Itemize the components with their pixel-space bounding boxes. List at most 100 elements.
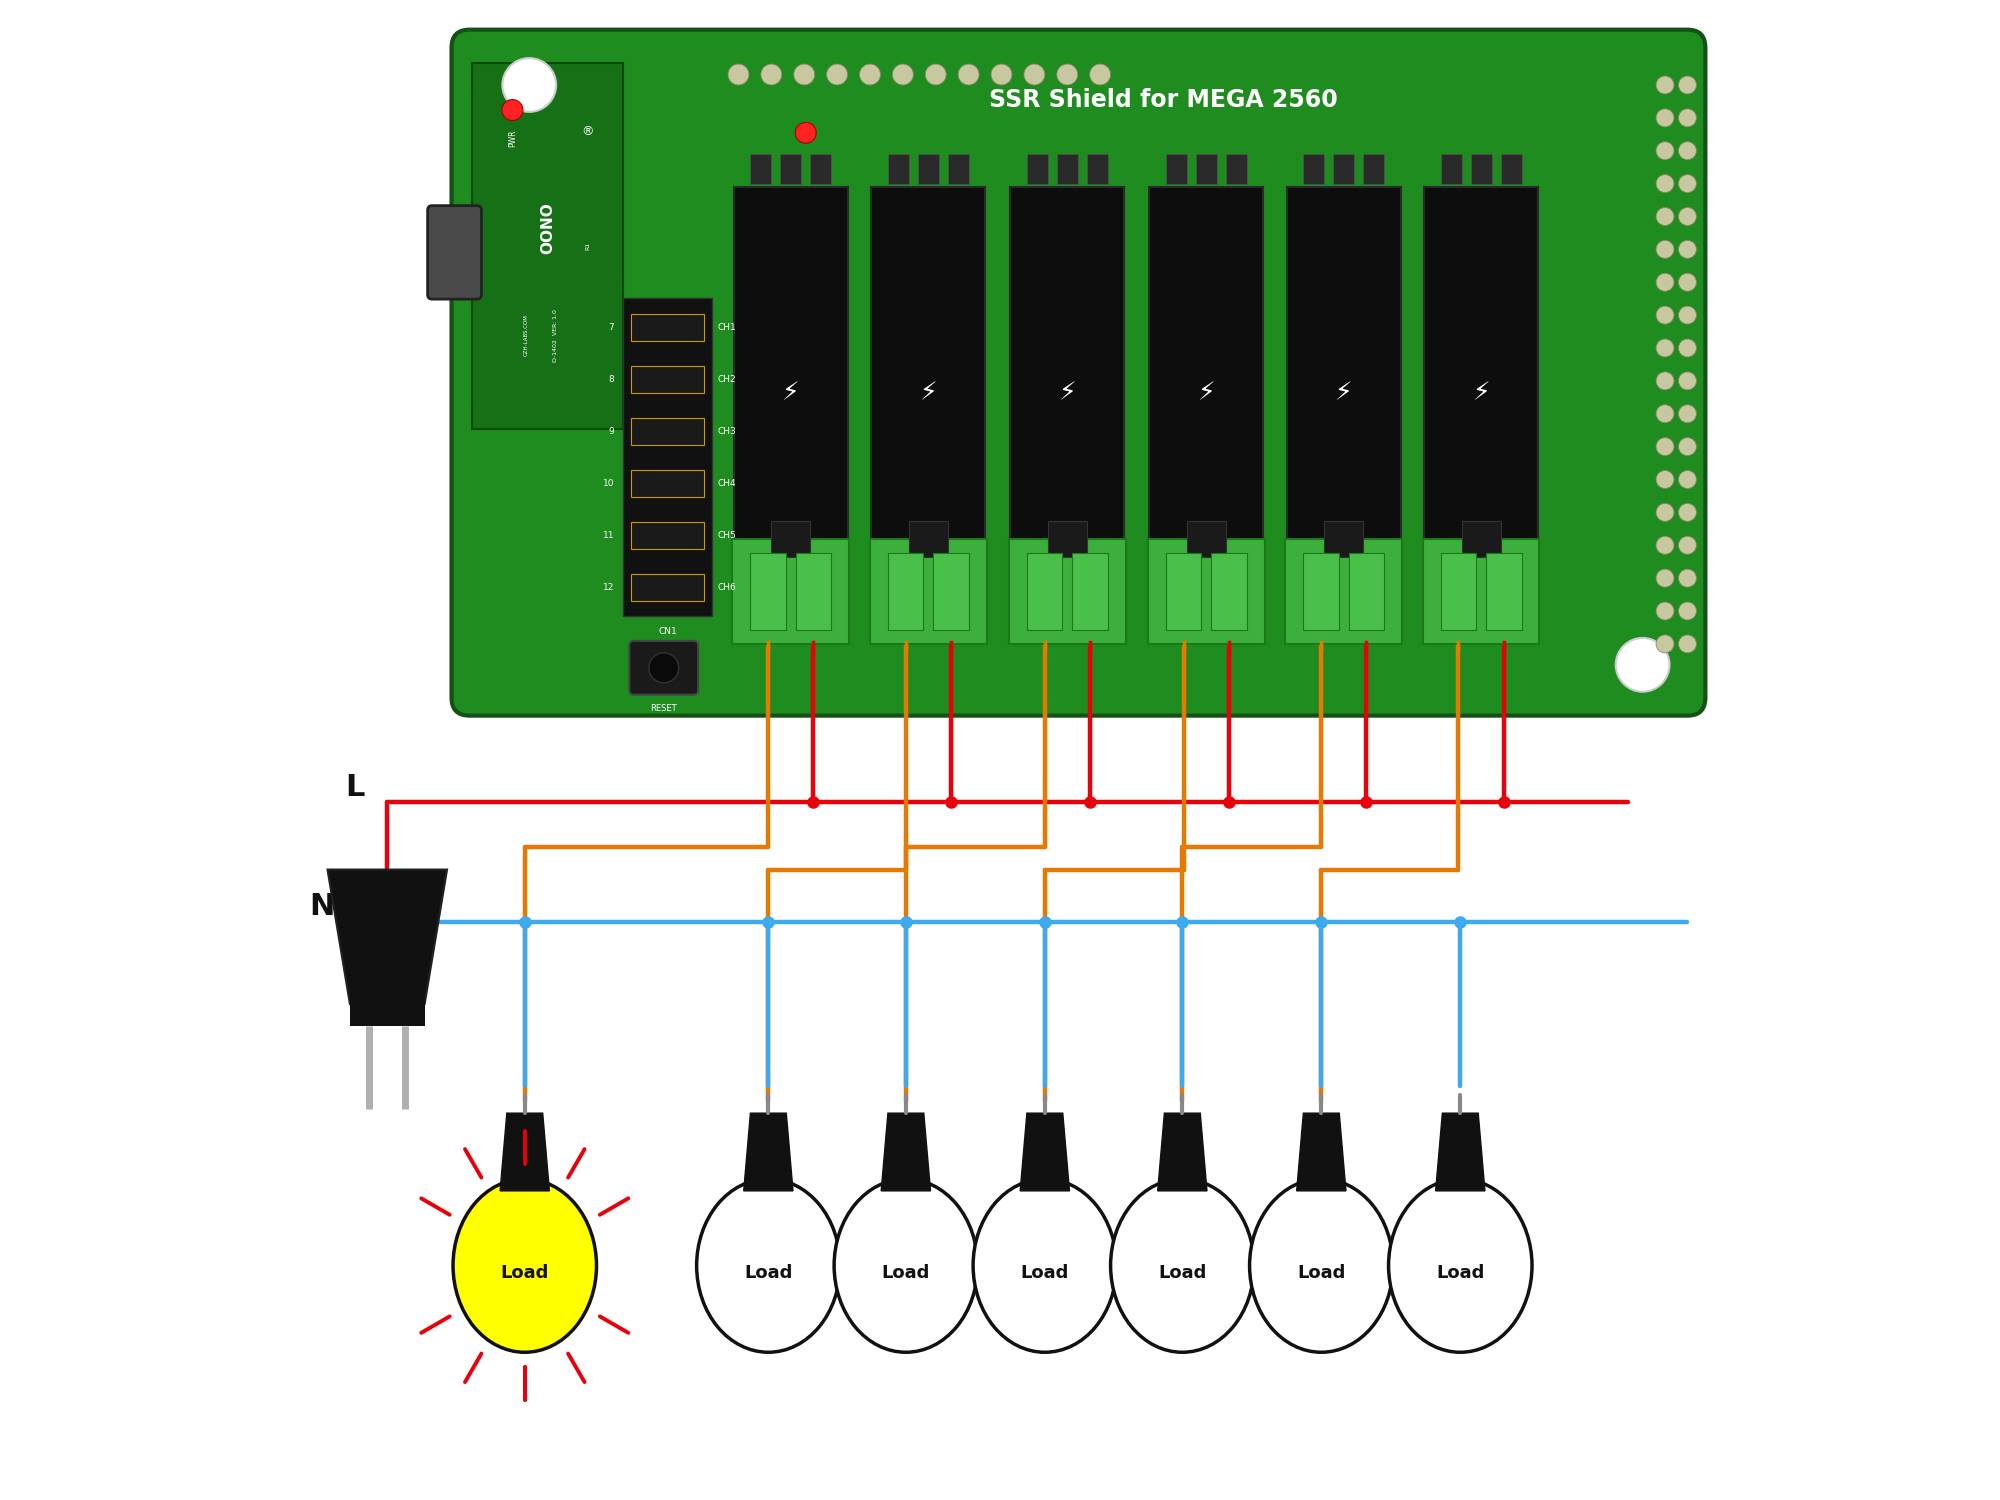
FancyBboxPatch shape xyxy=(734,186,848,544)
FancyBboxPatch shape xyxy=(880,372,904,501)
Circle shape xyxy=(1678,273,1696,291)
FancyBboxPatch shape xyxy=(1296,372,1320,501)
FancyBboxPatch shape xyxy=(1304,153,1324,183)
Circle shape xyxy=(1656,372,1674,390)
Circle shape xyxy=(1656,142,1674,159)
Text: Load: Load xyxy=(1158,1264,1206,1282)
Circle shape xyxy=(1656,634,1674,652)
Text: ⚡: ⚡ xyxy=(1334,381,1352,405)
Text: ⚡: ⚡ xyxy=(1058,381,1076,405)
FancyBboxPatch shape xyxy=(1212,554,1246,630)
Text: CH5: CH5 xyxy=(718,531,736,540)
Circle shape xyxy=(992,64,1012,86)
Circle shape xyxy=(1656,306,1674,324)
Polygon shape xyxy=(882,1113,930,1191)
Circle shape xyxy=(1678,142,1696,159)
FancyBboxPatch shape xyxy=(1092,372,1116,501)
Circle shape xyxy=(1678,372,1696,390)
FancyBboxPatch shape xyxy=(810,153,832,183)
Circle shape xyxy=(1616,638,1670,692)
Text: CZH-LABS.COM: CZH-LABS.COM xyxy=(524,315,530,356)
FancyBboxPatch shape xyxy=(452,30,1706,715)
Circle shape xyxy=(1678,471,1696,489)
FancyBboxPatch shape xyxy=(732,540,850,644)
Text: 12: 12 xyxy=(604,582,614,591)
FancyBboxPatch shape xyxy=(814,372,838,501)
FancyBboxPatch shape xyxy=(1166,153,1186,183)
FancyBboxPatch shape xyxy=(1020,372,1044,501)
Circle shape xyxy=(1656,273,1674,291)
FancyBboxPatch shape xyxy=(780,153,802,183)
Text: Load: Load xyxy=(500,1264,548,1282)
FancyBboxPatch shape xyxy=(350,996,424,1026)
FancyBboxPatch shape xyxy=(888,554,924,630)
FancyBboxPatch shape xyxy=(934,554,968,630)
FancyBboxPatch shape xyxy=(630,366,704,393)
Text: 8: 8 xyxy=(608,375,614,384)
Text: ⚡: ⚡ xyxy=(920,381,938,405)
FancyBboxPatch shape xyxy=(630,640,698,694)
Text: CH1: CH1 xyxy=(718,322,736,332)
Text: L: L xyxy=(346,772,364,802)
Polygon shape xyxy=(744,1113,794,1191)
Circle shape xyxy=(1024,64,1044,86)
Text: R1: R1 xyxy=(586,242,590,250)
Circle shape xyxy=(1678,602,1696,619)
Ellipse shape xyxy=(1388,1179,1532,1353)
Text: CH2: CH2 xyxy=(718,375,736,384)
Text: RESET: RESET xyxy=(650,704,678,712)
FancyBboxPatch shape xyxy=(1056,153,1078,183)
Circle shape xyxy=(1678,634,1696,652)
FancyBboxPatch shape xyxy=(948,153,968,183)
Text: CH4: CH4 xyxy=(718,478,736,488)
Circle shape xyxy=(1656,76,1674,94)
Text: PWR: PWR xyxy=(508,130,516,147)
FancyBboxPatch shape xyxy=(630,470,704,496)
FancyBboxPatch shape xyxy=(1148,540,1264,644)
Circle shape xyxy=(1678,174,1696,192)
Polygon shape xyxy=(1296,1113,1346,1191)
Circle shape xyxy=(1678,568,1696,586)
Circle shape xyxy=(1090,64,1110,86)
FancyBboxPatch shape xyxy=(1026,153,1048,183)
FancyBboxPatch shape xyxy=(1010,186,1124,544)
Polygon shape xyxy=(500,1113,550,1191)
FancyBboxPatch shape xyxy=(1196,153,1216,183)
Text: Load: Load xyxy=(1298,1264,1346,1282)
FancyBboxPatch shape xyxy=(472,63,624,429)
Ellipse shape xyxy=(974,1179,1116,1353)
FancyBboxPatch shape xyxy=(1500,153,1522,183)
Circle shape xyxy=(1656,240,1674,258)
FancyBboxPatch shape xyxy=(1286,540,1402,644)
Text: Load: Load xyxy=(1436,1264,1484,1282)
Circle shape xyxy=(1678,207,1696,225)
Text: CH6: CH6 xyxy=(718,582,736,591)
Circle shape xyxy=(1656,405,1674,423)
Circle shape xyxy=(760,64,782,86)
Circle shape xyxy=(826,64,848,86)
Circle shape xyxy=(1656,471,1674,489)
FancyBboxPatch shape xyxy=(952,372,976,501)
FancyBboxPatch shape xyxy=(1364,153,1384,183)
FancyBboxPatch shape xyxy=(1304,554,1338,630)
Ellipse shape xyxy=(834,1179,978,1353)
Ellipse shape xyxy=(1250,1179,1394,1353)
Text: Load: Load xyxy=(882,1264,930,1282)
FancyBboxPatch shape xyxy=(630,417,704,444)
Text: 10: 10 xyxy=(602,478,614,488)
Circle shape xyxy=(958,64,980,86)
Text: ⚡: ⚡ xyxy=(1198,381,1214,405)
FancyBboxPatch shape xyxy=(1334,153,1354,183)
Circle shape xyxy=(1678,405,1696,423)
Polygon shape xyxy=(328,870,448,1004)
FancyBboxPatch shape xyxy=(796,554,832,630)
FancyBboxPatch shape xyxy=(1422,540,1540,644)
FancyBboxPatch shape xyxy=(1026,554,1062,630)
FancyBboxPatch shape xyxy=(1440,153,1462,183)
Text: Load: Load xyxy=(1020,1264,1070,1282)
FancyBboxPatch shape xyxy=(1230,372,1254,501)
FancyBboxPatch shape xyxy=(1506,372,1530,501)
FancyBboxPatch shape xyxy=(742,372,766,501)
FancyBboxPatch shape xyxy=(888,153,908,183)
Circle shape xyxy=(796,123,816,144)
